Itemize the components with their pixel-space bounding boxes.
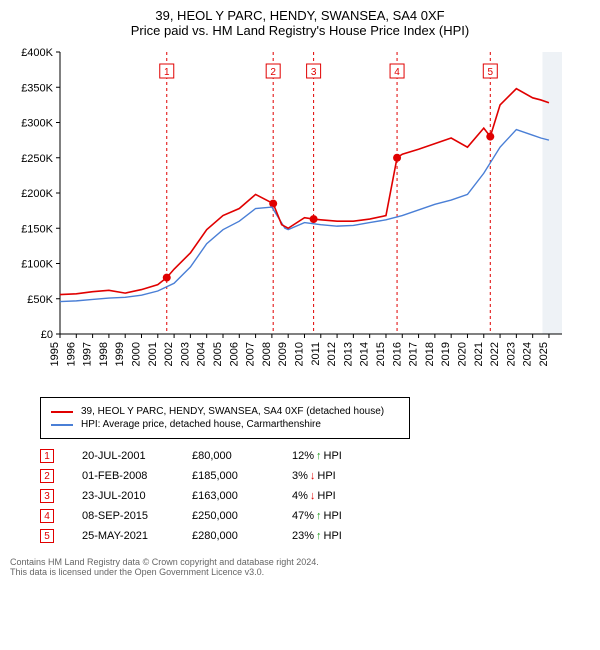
svg-text:2000: 2000 xyxy=(130,342,142,366)
transaction-price: £280,000 xyxy=(192,530,292,542)
transaction-marker: 2 xyxy=(40,469,54,483)
legend: 39, HEOL Y PARC, HENDY, SWANSEA, SA4 0XF… xyxy=(40,397,410,439)
svg-text:2009: 2009 xyxy=(277,342,289,366)
svg-text:1998: 1998 xyxy=(98,342,110,366)
svg-text:2018: 2018 xyxy=(424,342,436,366)
svg-text:2005: 2005 xyxy=(212,342,224,366)
transaction-row: 1 20-JUL-2001£80,00012% ↑ HPI xyxy=(40,449,590,463)
svg-text:£200K: £200K xyxy=(21,188,53,200)
legend-item: 39, HEOL Y PARC, HENDY, SWANSEA, SA4 0XF… xyxy=(51,406,399,417)
price-chart: £0 £50K £100K £150K £200K £250K £300K £350K £400… xyxy=(10,44,590,389)
svg-text:£250K: £250K xyxy=(21,153,53,165)
chart-title-line2: Price paid vs. HM Land Registry's House … xyxy=(10,23,590,38)
svg-text:£100K: £100K xyxy=(21,259,53,271)
arrow-down-icon: ↓ xyxy=(310,490,316,502)
svg-text:3: 3 xyxy=(311,67,317,78)
svg-text:2: 2 xyxy=(270,67,276,78)
transaction-date: 20-JUL-2001 xyxy=(82,450,192,462)
svg-text:2024: 2024 xyxy=(522,342,534,366)
transaction-date: 23-JUL-2010 xyxy=(82,490,192,502)
transaction-price: £163,000 xyxy=(192,490,292,502)
svg-text:2011: 2011 xyxy=(310,342,322,366)
svg-text:1: 1 xyxy=(164,67,170,78)
transaction-price: £250,000 xyxy=(192,510,292,522)
svg-text:1997: 1997 xyxy=(82,342,94,366)
svg-text:2010: 2010 xyxy=(293,342,305,366)
transaction-price: £185,000 xyxy=(192,470,292,482)
svg-text:2002: 2002 xyxy=(163,342,175,366)
svg-text:2004: 2004 xyxy=(196,342,208,366)
svg-text:1995: 1995 xyxy=(49,342,61,366)
transaction-diff: 23% ↑ HPI xyxy=(292,530,382,542)
legend-swatch xyxy=(51,411,73,413)
arrow-up-icon: ↑ xyxy=(316,510,322,522)
svg-text:2020: 2020 xyxy=(456,342,468,366)
svg-text:2001: 2001 xyxy=(147,342,159,366)
transaction-row: 5 25-MAY-2021£280,00023% ↑ HPI xyxy=(40,529,590,543)
transaction-diff: 47% ↑ HPI xyxy=(292,510,382,522)
svg-text:2017: 2017 xyxy=(408,342,420,366)
transaction-date: 25-MAY-2021 xyxy=(82,530,192,542)
svg-text:£150K: £150K xyxy=(21,223,53,235)
legend-swatch xyxy=(51,424,73,426)
transaction-date: 01-FEB-2008 xyxy=(82,470,192,482)
transaction-marker: 5 xyxy=(40,529,54,543)
transaction-row: 2 01-FEB-2008£185,0003% ↓ HPI xyxy=(40,469,590,483)
svg-text:£350K: £350K xyxy=(21,82,53,94)
svg-text:2014: 2014 xyxy=(359,342,371,366)
legend-item: HPI: Average price, detached house, Carm… xyxy=(51,419,399,430)
transaction-diff: 4% ↓ HPI xyxy=(292,490,382,502)
svg-text:£50K: £50K xyxy=(27,294,53,306)
arrow-up-icon: ↑ xyxy=(316,450,322,462)
arrow-down-icon: ↓ xyxy=(310,470,316,482)
footer-line2: This data is licensed under the Open Gov… xyxy=(10,567,590,577)
svg-text:2013: 2013 xyxy=(342,342,354,366)
svg-text:2008: 2008 xyxy=(261,342,273,366)
transaction-row: 3 23-JUL-2010£163,0004% ↓ HPI xyxy=(40,489,590,503)
chart-title-line1: 39, HEOL Y PARC, HENDY, SWANSEA, SA4 0XF xyxy=(10,8,590,23)
svg-text:£300K: £300K xyxy=(21,118,53,130)
svg-text:£400K: £400K xyxy=(21,47,53,59)
svg-text:2007: 2007 xyxy=(245,342,257,366)
svg-text:5: 5 xyxy=(488,67,494,78)
svg-text:2015: 2015 xyxy=(375,342,387,366)
svg-text:2023: 2023 xyxy=(505,342,517,366)
svg-text:2006: 2006 xyxy=(228,342,240,366)
svg-text:2022: 2022 xyxy=(489,342,501,366)
legend-label: HPI: Average price, detached house, Carm… xyxy=(81,419,321,430)
svg-text:2025: 2025 xyxy=(538,342,550,366)
transaction-price: £80,000 xyxy=(192,450,292,462)
svg-text:4: 4 xyxy=(394,67,400,78)
transactions-table: 1 20-JUL-2001£80,00012% ↑ HPI 2 01-FEB-2008… xyxy=(40,449,590,543)
transaction-date: 08-SEP-2015 xyxy=(82,510,192,522)
svg-text:2012: 2012 xyxy=(326,342,338,366)
transaction-row: 4 08-SEP-2015£250,00047% ↑ HPI xyxy=(40,509,590,523)
svg-text:2016: 2016 xyxy=(391,342,403,366)
footer-line1: Contains HM Land Registry data © Crown c… xyxy=(10,557,590,567)
transaction-marker: 3 xyxy=(40,489,54,503)
svg-text:2021: 2021 xyxy=(473,342,485,366)
svg-text:2019: 2019 xyxy=(440,342,452,366)
transaction-marker: 1 xyxy=(40,449,54,463)
footer-attribution: Contains HM Land Registry data © Crown c… xyxy=(10,557,590,577)
transaction-diff: 12% ↑ HPI xyxy=(292,450,382,462)
legend-label: 39, HEOL Y PARC, HENDY, SWANSEA, SA4 0XF… xyxy=(81,406,384,417)
svg-text:1999: 1999 xyxy=(114,342,126,366)
transaction-diff: 3% ↓ HPI xyxy=(292,470,382,482)
arrow-up-icon: ↑ xyxy=(316,530,322,542)
svg-text:2003: 2003 xyxy=(179,342,191,366)
svg-text:1996: 1996 xyxy=(65,342,77,366)
transaction-marker: 4 xyxy=(40,509,54,523)
svg-text:£0: £0 xyxy=(41,329,53,341)
